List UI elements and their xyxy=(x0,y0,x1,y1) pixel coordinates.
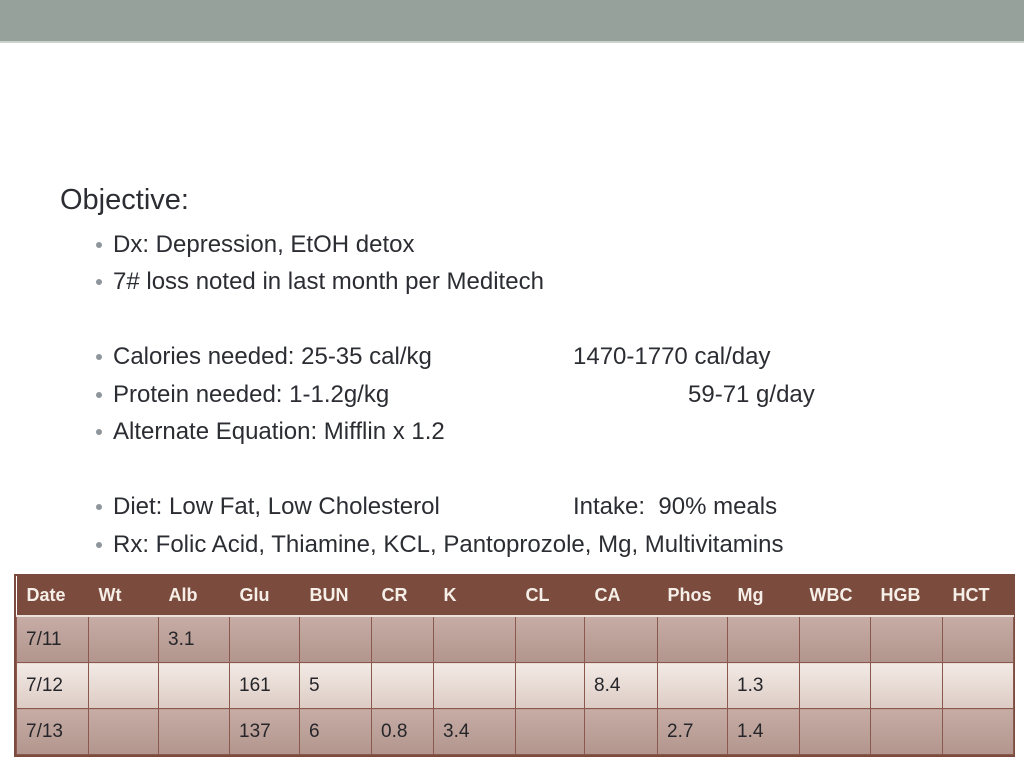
slide-top-banner xyxy=(0,0,1024,43)
bullet-item: Dx: Depression, EtOH detox xyxy=(0,226,1024,264)
table-cell xyxy=(158,662,230,709)
column-header: CL xyxy=(515,576,585,617)
table-cell xyxy=(299,615,372,663)
bullet-text: Calories needed: 25-35 cal/kg xyxy=(113,343,432,371)
table-cell xyxy=(799,662,871,709)
bullet-item: Protein needed: 1-1.2g/kg 59-71 g/day xyxy=(0,376,1024,414)
bullet-spacer xyxy=(0,451,1024,489)
table-cell xyxy=(88,662,159,709)
bullet-item: 7# loss noted in last month per Meditech xyxy=(0,264,1024,302)
table-cell xyxy=(515,662,585,709)
column-header: Glu xyxy=(229,576,300,617)
bullet-text: Rx: Folic Acid, Thiamine, KCL, Pantoproz… xyxy=(113,530,784,558)
table-row: 7/13 137 6 0.8 3.4 2.7 1.4 xyxy=(16,708,1014,755)
column-header: K xyxy=(433,576,516,617)
table-cell xyxy=(584,708,658,755)
bullet-tab-text: 1470-1770 cal/day xyxy=(573,343,771,371)
table-cell xyxy=(515,615,585,663)
column-header: CR xyxy=(371,576,434,617)
bullet-dot-icon xyxy=(96,241,102,248)
table-cell xyxy=(88,615,159,663)
column-header: HGB xyxy=(870,576,943,617)
table-cell xyxy=(584,615,658,663)
bullet-item: Diet: Low Fat, Low Cholesterol Intake: 90… xyxy=(0,489,1024,527)
bullet-dot-icon xyxy=(96,279,102,286)
column-header: Wt xyxy=(88,576,159,617)
table-cell xyxy=(727,615,800,663)
labs-table-head: Date Wt Alb Glu BUN CR K CL CA Phos Mg WBC HGB HCT xyxy=(16,576,1014,617)
table-cell xyxy=(657,662,728,709)
bullet-item: Alternate Equation: Mifflin x 1.2 xyxy=(0,414,1024,452)
bullet-text: Dx: Depression, EtOH detox xyxy=(113,230,415,258)
bullet-item: Calories needed: 25-35 cal/kg 1470-1770 c… xyxy=(0,339,1024,377)
table-cell xyxy=(799,708,871,755)
bullet-dot-icon xyxy=(96,541,102,548)
bullet-text: Protein needed: 1-1.2g/kg xyxy=(113,380,390,408)
bullet-spacer xyxy=(0,301,1024,339)
bullet-dot-icon xyxy=(96,354,102,361)
table-cell: 7/11 xyxy=(16,615,89,663)
table-cell xyxy=(942,662,1014,709)
bullet-text: 7# loss noted in last month per Meditech xyxy=(113,268,544,296)
column-header: Alb xyxy=(158,576,230,617)
column-header: WBC xyxy=(799,576,871,617)
table-cell: 7/12 xyxy=(16,662,89,709)
table-cell: 5 xyxy=(299,662,372,709)
page-title: Objective: xyxy=(60,184,189,216)
column-header: BUN xyxy=(299,576,372,617)
table-cell xyxy=(799,615,871,663)
table-cell: 161 xyxy=(229,662,300,709)
labs-table: Date Wt Alb Glu BUN CR K CL CA Phos Mg WBC HGB HCT 7/… xyxy=(16,576,1014,755)
bullet-tab-text: Intake: 90% meals xyxy=(573,493,778,521)
table-cell: 137 xyxy=(229,708,300,755)
column-header: Date xyxy=(16,576,89,617)
table-cell xyxy=(371,615,434,663)
bullet-dot-icon xyxy=(96,391,102,398)
table-cell: 1.4 xyxy=(727,708,800,755)
table-cell: 3.4 xyxy=(433,708,516,755)
table-cell xyxy=(88,708,159,755)
table-cell: 7/13 xyxy=(16,708,89,755)
table-cell xyxy=(870,615,943,663)
table-cell xyxy=(870,662,943,709)
table-row: 7/12 161 5 8.4 1.3 xyxy=(16,662,1014,709)
table-cell xyxy=(870,708,943,755)
labs-header-row: Date Wt Alb Glu BUN CR K CL CA Phos Mg WBC HGB HCT xyxy=(16,576,1014,617)
column-header: Mg xyxy=(727,576,800,617)
table-cell xyxy=(229,615,300,663)
bullet-text: Alternate Equation: Mifflin x 1.2 xyxy=(113,418,445,446)
bullet-dot-icon xyxy=(96,429,102,436)
labs-table-body: 7/11 3.1 7/12 161 5 8.4 1.3 7/13 137 6 0.8 3.4 2.7 1.… xyxy=(16,615,1014,755)
table-row: 7/11 3.1 xyxy=(16,615,1014,663)
table-cell: 1.3 xyxy=(727,662,800,709)
bullet-text: Diet: Low Fat, Low Cholesterol xyxy=(113,493,440,521)
column-header: CA xyxy=(584,576,658,617)
column-header: Phos xyxy=(657,576,728,617)
table-cell xyxy=(433,662,516,709)
table-cell xyxy=(942,615,1014,663)
table-cell xyxy=(433,615,516,663)
bullet-dot-icon xyxy=(96,504,102,511)
bullet-item: Rx: Folic Acid, Thiamine, KCL, Pantoproz… xyxy=(0,526,1024,564)
bullet-list: Dx: Depression, EtOH detox 7# loss noted … xyxy=(0,226,1024,564)
table-cell: 3.1 xyxy=(158,615,230,663)
table-cell xyxy=(657,615,728,663)
table-cell xyxy=(942,708,1014,755)
table-cell: 0.8 xyxy=(371,708,434,755)
table-cell: 8.4 xyxy=(584,662,658,709)
labs-table-wrapper: Date Wt Alb Glu BUN CR K CL CA Phos Mg WBC HGB HCT 7/… xyxy=(14,574,1015,757)
table-cell xyxy=(158,708,230,755)
bullet-tab-text: 59-71 g/day xyxy=(688,380,815,408)
table-cell xyxy=(515,708,585,755)
column-header: HCT xyxy=(942,576,1014,617)
table-cell xyxy=(371,662,434,709)
table-cell: 6 xyxy=(299,708,372,755)
table-cell: 2.7 xyxy=(657,708,728,755)
